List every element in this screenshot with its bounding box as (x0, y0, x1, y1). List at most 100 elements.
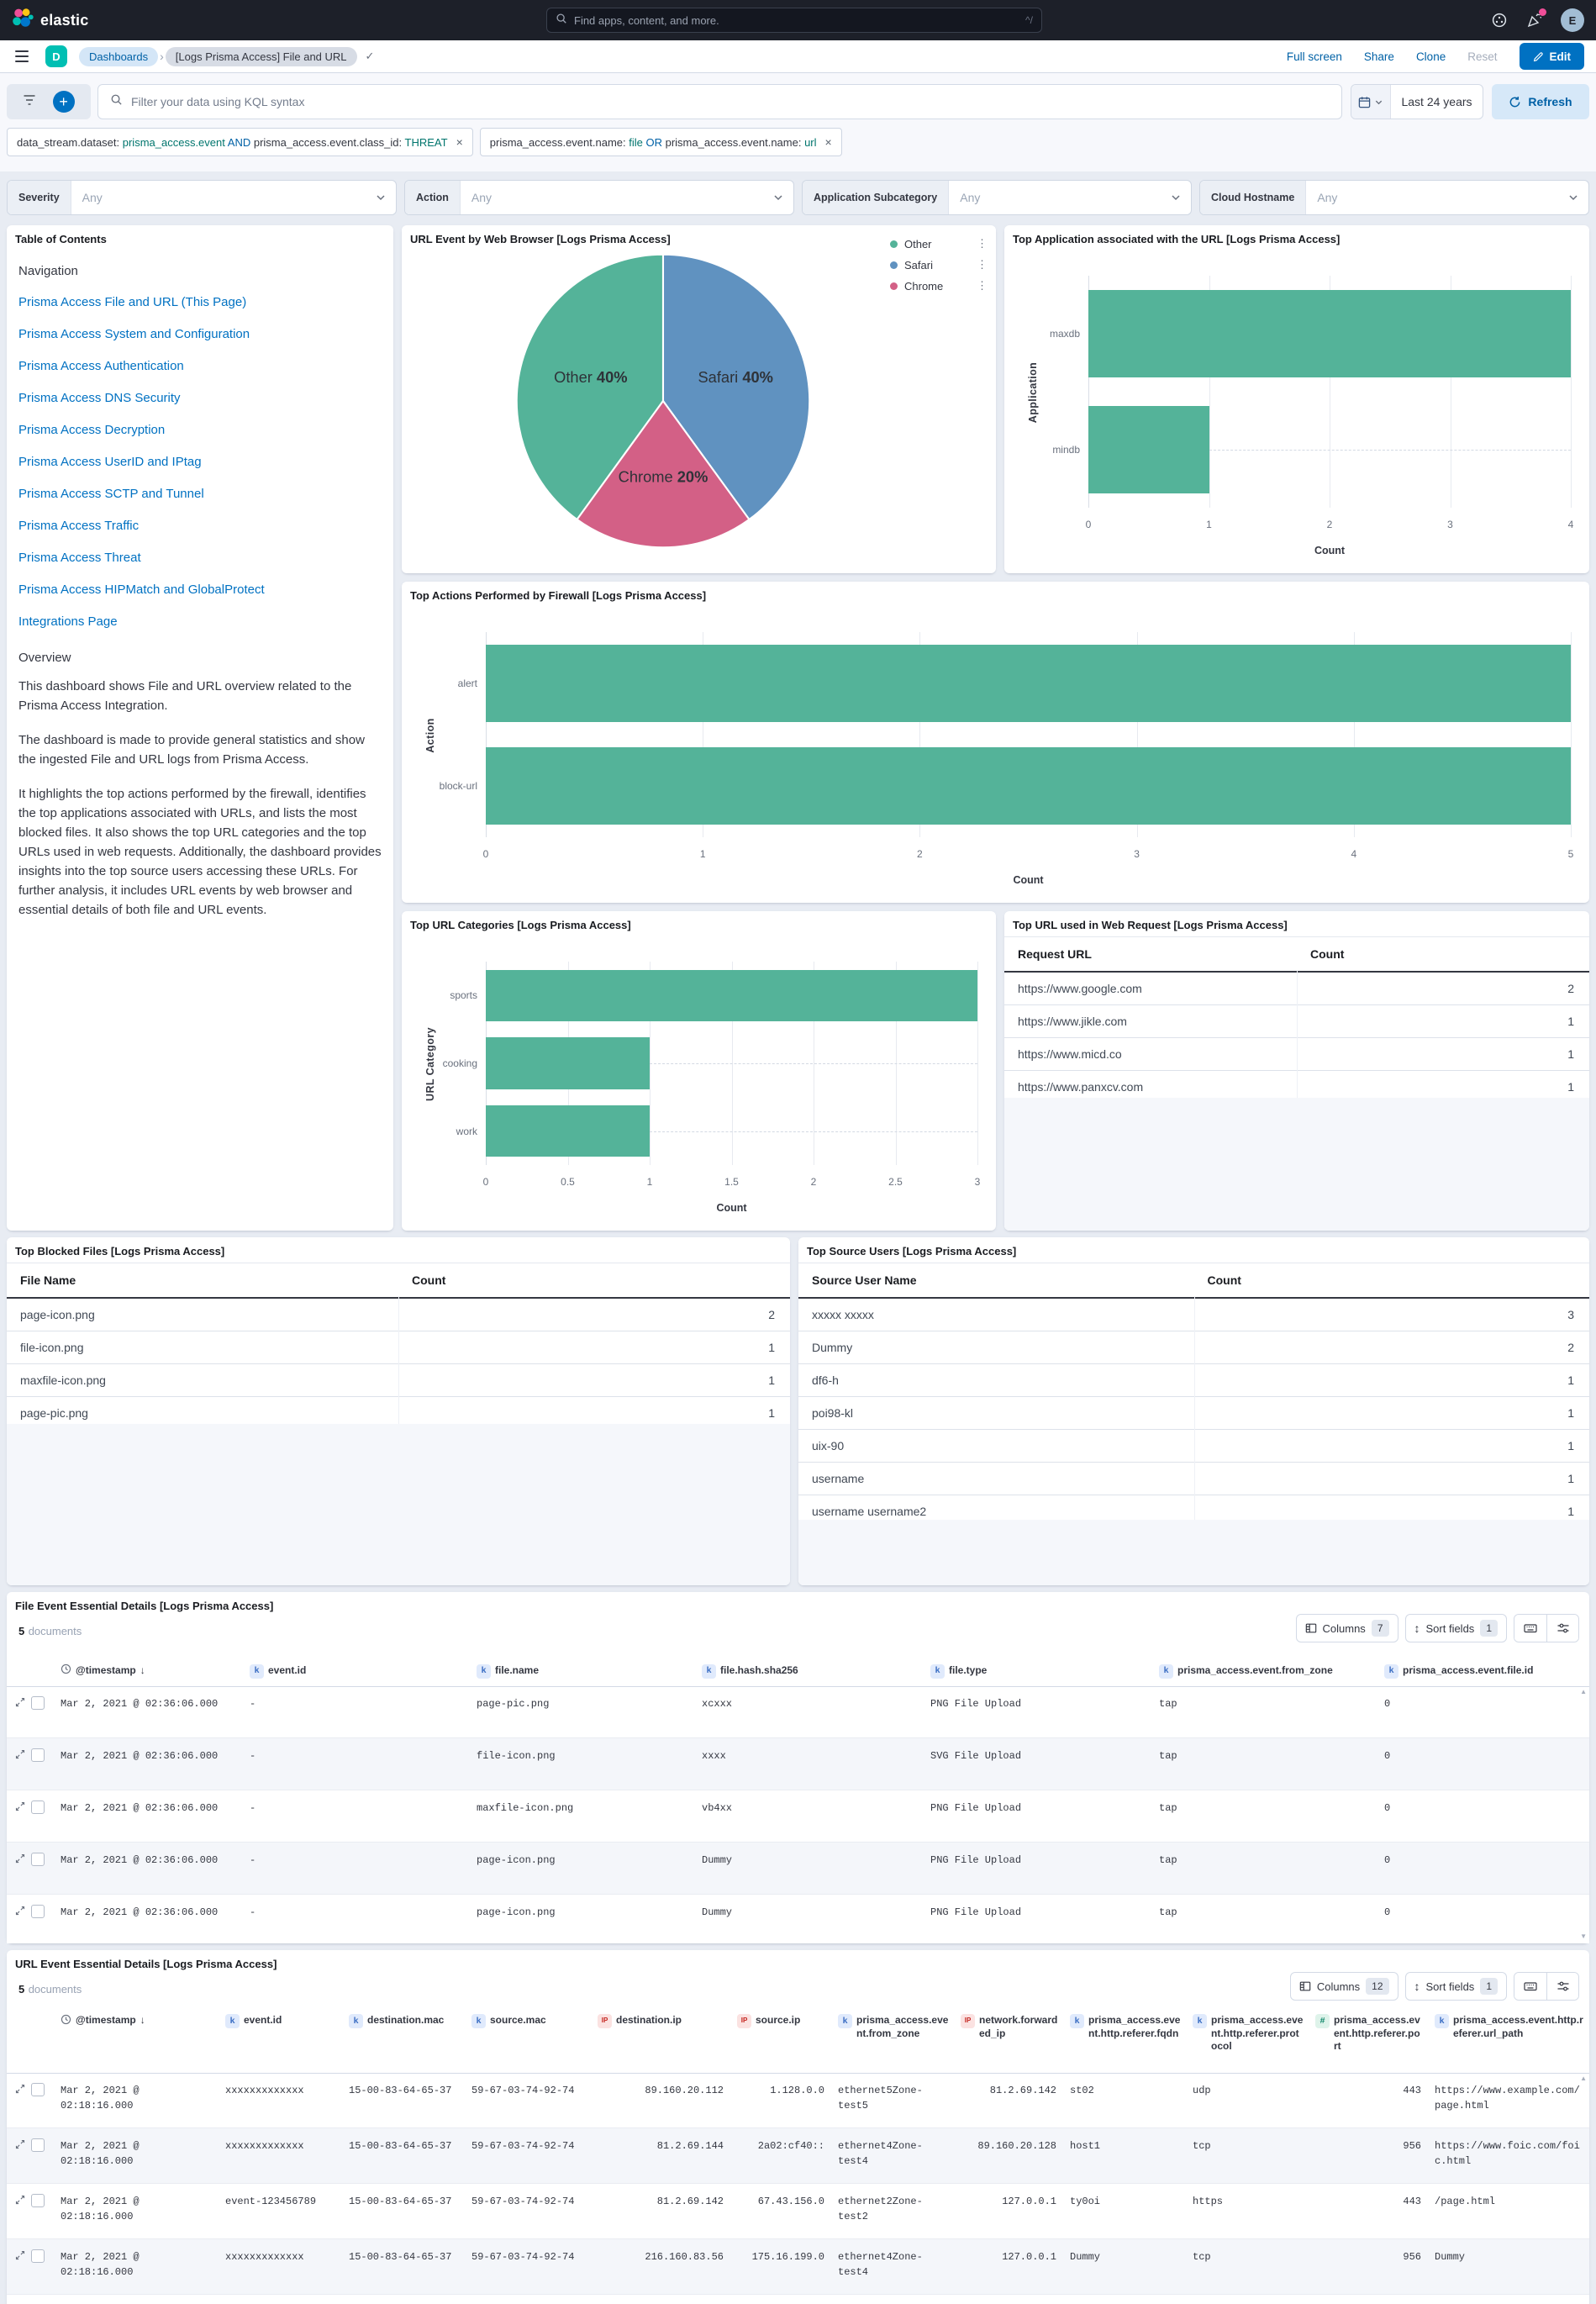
filter-pill[interactable]: data_stream.dataset: prisma_access.event… (7, 128, 473, 156)
column-header-file.type[interactable]: k file.type (924, 1656, 1152, 1686)
column-header-file.hash.sha256[interactable]: k file.hash.sha256 (695, 1656, 924, 1686)
global-search-input[interactable]: Find apps, content, and more. ^/ (546, 8, 1042, 33)
keyboard-shortcuts-icon[interactable] (1514, 1615, 1546, 1642)
notifications-icon[interactable] (1525, 8, 1546, 29)
toc-link[interactable]: Prisma Access File and URL (This Page) (18, 295, 247, 309)
column-header-destination.mac[interactable]: k destination.mac (342, 2009, 465, 2073)
time-range-picker[interactable]: Last 24 years (1351, 84, 1483, 119)
row-checkbox[interactable] (31, 2138, 45, 2152)
remove-filter-icon[interactable]: × (824, 135, 832, 149)
toc-link[interactable]: Prisma Access System and Configuration (18, 327, 250, 341)
legend-item-chrome[interactable]: Chrome ⋮ (890, 279, 988, 293)
toc-link[interactable]: Integrations Page (18, 614, 118, 629)
calendar-icon[interactable] (1351, 85, 1391, 119)
column-header-@timestamp[interactable]: @timestamp ↓ (54, 1656, 243, 1686)
column-header-file.name[interactable]: k file.name (470, 1656, 695, 1686)
bar-work[interactable] (486, 1105, 650, 1157)
sort-fields-button[interactable]: ↕ Sort fields 1 (1404, 1614, 1507, 1642)
toc-link[interactable]: Prisma Access Traffic (18, 519, 140, 533)
clone-button[interactable]: Clone (1415, 50, 1446, 63)
columns-button[interactable]: Columns 12 (1289, 1972, 1398, 2001)
row-checkbox[interactable] (31, 1905, 45, 1918)
filter-pill[interactable]: prisma_access.event.name: file OR prisma… (479, 128, 842, 156)
toc-link[interactable]: Prisma Access HIPMatch and GlobalProtect (18, 583, 265, 597)
column-header-prisma_access.event.file.id[interactable]: k prisma_access.event.file.id (1377, 1656, 1589, 1686)
scroll-up-icon[interactable]: ▲ (1580, 2075, 1587, 2082)
column-header[interactable]: Request URL (1018, 947, 1092, 961)
column-header-network.forwarded_ip[interactable]: IP network.forwarded_ip (954, 2009, 1063, 2073)
column-header[interactable]: Count (412, 1273, 446, 1287)
share-button[interactable]: Share (1363, 50, 1394, 63)
edit-button[interactable]: Edit (1519, 43, 1584, 70)
column-header-source.ip[interactable]: IP source.ip (730, 2009, 831, 2073)
reset-button[interactable]: Reset (1467, 50, 1498, 63)
legend-menu-icon[interactable]: ⋮ (977, 237, 988, 250)
column-header-prisma_access.event.http.referer.url_path[interactable]: k prisma_access.event.http.referer.url_pa… (1428, 2009, 1589, 2073)
control-dropdown-cloud-hostname[interactable]: Cloud Hostname Any (1199, 180, 1589, 215)
control-dropdown-severity[interactable]: Severity Any (7, 180, 397, 215)
pie-chart[interactable]: Other 40% Safari 40% Chrome 20% (509, 247, 817, 555)
refresh-button[interactable]: Refresh (1492, 84, 1589, 119)
bar-sports[interactable] (486, 969, 977, 1021)
bar-mindb[interactable] (1088, 405, 1209, 494)
add-filter-button[interactable]: + (52, 91, 75, 113)
scroll-up-icon[interactable]: ▲ (1580, 1688, 1587, 1695)
sort-descending-icon[interactable]: ↓ (140, 1664, 145, 1677)
column-header-prisma_access.event.http.referer.fqdn[interactable]: k prisma_access.event.http.referer.fqdn (1063, 2009, 1186, 2073)
cloud-icon[interactable] (1490, 11, 1509, 29)
pie-slice-other[interactable] (515, 253, 665, 521)
breadcrumb-dashboards[interactable]: Dashboards (79, 46, 159, 66)
toc-link[interactable]: Prisma Access Threat (18, 551, 141, 565)
expand-row-icon[interactable] (15, 1800, 25, 1816)
row-checkbox[interactable] (31, 1853, 45, 1866)
toc-link[interactable]: Prisma Access SCTP and Tunnel (18, 487, 204, 501)
expand-row-icon[interactable] (15, 2249, 25, 2264)
sort-descending-icon[interactable]: ↓ (140, 2014, 145, 2026)
legend-item-safari[interactable]: Safari ⋮ (890, 258, 988, 272)
toc-link[interactable]: Prisma Access Decryption (18, 423, 166, 437)
control-dropdown-application-subcategory[interactable]: Application Subcategory Any (802, 180, 1192, 215)
bar-cooking[interactable] (486, 1037, 650, 1089)
toc-link[interactable]: Prisma Access UserID and IPtag (18, 455, 202, 469)
expand-row-icon[interactable] (15, 1853, 25, 1868)
column-header-@timestamp[interactable]: @timestamp ↓ (54, 2009, 219, 2073)
filter-menu-icon[interactable] (23, 93, 36, 111)
toc-link[interactable]: Prisma Access Authentication (18, 359, 184, 373)
user-avatar[interactable]: E (1561, 8, 1584, 32)
scroll-down-icon[interactable]: ▼ (1580, 1932, 1587, 1940)
bar-alert[interactable] (486, 644, 1571, 723)
expand-row-icon[interactable] (15, 2138, 25, 2154)
expand-row-icon[interactable] (15, 1905, 25, 1920)
legend-menu-icon[interactable]: ⋮ (977, 279, 988, 292)
keyboard-shortcuts-icon[interactable] (1514, 1973, 1546, 2000)
legend-item-other[interactable]: Other ⋮ (890, 237, 988, 250)
column-header-prisma_access.event.http.referer.port[interactable]: # prisma_access.event.http.referer.port (1309, 2009, 1428, 2073)
row-checkbox[interactable] (31, 1748, 45, 1762)
column-header-destination.ip[interactable]: IP destination.ip (591, 2009, 730, 2073)
elastic-logo[interactable]: elastic (12, 8, 88, 34)
menu-icon[interactable] (15, 50, 29, 62)
full-screen-button[interactable]: Full screen (1286, 50, 1342, 63)
expand-row-icon[interactable] (15, 2194, 25, 2209)
row-checkbox[interactable] (31, 1800, 45, 1814)
column-header[interactable]: Count (1207, 1273, 1241, 1287)
display-options-icon[interactable] (1546, 1973, 1578, 2000)
space-badge[interactable]: D (45, 45, 67, 67)
column-header-prisma_access.event.http.referer.protocol[interactable]: k prisma_access.event.http.referer.protoc… (1186, 2009, 1309, 2073)
column-header[interactable]: Source User Name (812, 1273, 917, 1287)
row-checkbox[interactable] (31, 2083, 45, 2096)
column-header-source.mac[interactable]: k source.mac (465, 2009, 591, 2073)
expand-row-icon[interactable] (15, 1748, 25, 1764)
column-header-prisma_access.event.from_zone[interactable]: k prisma_access.event.from_zone (1152, 1656, 1377, 1686)
column-header[interactable]: File Name (20, 1273, 76, 1287)
bar-maxdb[interactable] (1088, 289, 1571, 378)
row-checkbox[interactable] (31, 2194, 45, 2207)
toc-link[interactable]: Prisma Access DNS Security (18, 391, 181, 405)
saved-check-icon[interactable]: ✓ (365, 50, 375, 62)
column-header-prisma_access.event.from_zone[interactable]: k prisma_access.event.from_zone (831, 2009, 954, 2073)
expand-row-icon[interactable] (15, 2083, 25, 2098)
pie-slice-safari[interactable] (661, 253, 811, 521)
pie-slice-chrome[interactable] (576, 399, 751, 549)
column-header-event.id[interactable]: k event.id (219, 2009, 342, 2073)
bar-block-url[interactable] (486, 746, 1571, 825)
